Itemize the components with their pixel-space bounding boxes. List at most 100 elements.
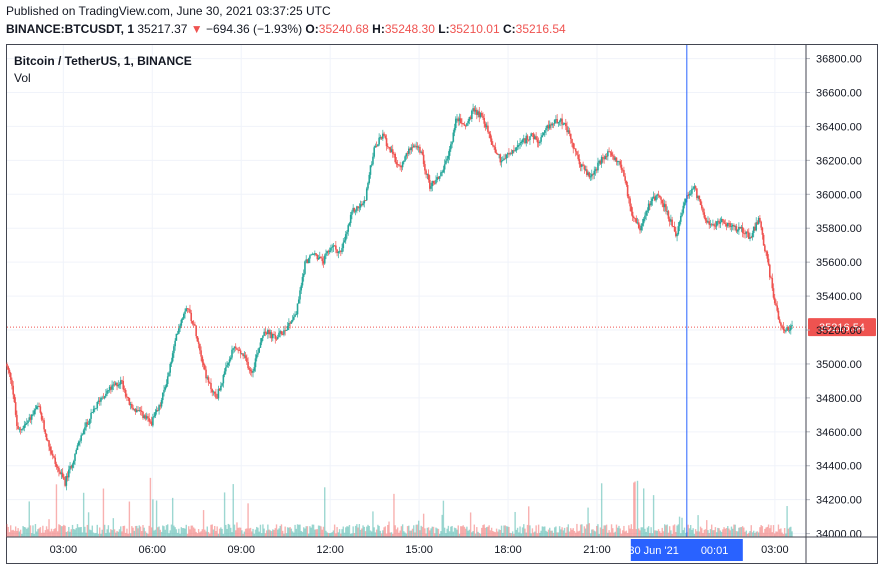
volume-bar: [440, 531, 442, 537]
volume-bar: [259, 524, 262, 537]
y-tick-label: 34400.00: [816, 461, 862, 473]
candle-body: [511, 150, 514, 154]
candle-body: [714, 225, 717, 227]
candle-body: [70, 466, 73, 468]
candle-body: [548, 124, 551, 129]
candle-body: [495, 152, 498, 154]
candle-body: [607, 151, 609, 157]
candle-body: [332, 245, 335, 247]
volume-bar: [242, 533, 244, 537]
candle-body: [200, 350, 202, 357]
candle-body: [379, 136, 382, 138]
candle-body: [508, 153, 510, 155]
candle-body: [21, 429, 23, 431]
candle-body: [749, 237, 751, 239]
volume-bar: [667, 532, 670, 537]
volume-bar: [16, 530, 18, 537]
volume-bar: [675, 531, 677, 537]
candle-body: [777, 310, 780, 320]
volume-bar: [303, 527, 305, 537]
candle-body: [80, 435, 82, 441]
candle-body: [654, 196, 656, 201]
volume-bar: [416, 524, 419, 537]
volume-bar: [137, 528, 139, 537]
volume-bar: [157, 527, 159, 537]
volume-bar: [113, 529, 116, 537]
candle-body: [416, 145, 419, 148]
candle-body: [291, 319, 294, 322]
candle-body: [353, 207, 356, 212]
candle-body: [571, 138, 573, 144]
candle-body: [137, 410, 139, 411]
candle-body: [349, 214, 352, 224]
volume-bar: [450, 526, 452, 537]
candle-body: [447, 155, 450, 159]
volume-bar: [704, 529, 707, 537]
volume-bar: [58, 524, 60, 537]
candle-body: [757, 217, 760, 224]
volume-bar: [155, 500, 158, 537]
candle-body: [187, 308, 190, 310]
candle-body: [259, 342, 262, 348]
volume-bar: [460, 526, 462, 537]
volume-bar: [503, 525, 505, 537]
volume-bar: [587, 507, 589, 537]
volume-bar: [175, 529, 178, 537]
volume-bar: [65, 531, 68, 537]
candle-body: [341, 248, 343, 253]
y-tick-label: 34800.00: [816, 393, 862, 405]
volume-bar: [788, 527, 791, 537]
candle-body: [577, 154, 579, 160]
x-tick-label: 09:00: [227, 544, 255, 556]
candle-body: [378, 137, 380, 145]
candle-body: [743, 232, 745, 234]
volume-bar: [762, 532, 765, 537]
candle-body: [610, 152, 613, 156]
volume-bar: [453, 527, 456, 537]
candle-body: [216, 397, 218, 399]
candle-body: [134, 408, 137, 413]
volume-bar: [152, 499, 154, 537]
candle-body: [340, 251, 342, 253]
volume-bar: [275, 524, 278, 537]
volume-bar: [608, 530, 610, 537]
volume-bar: [179, 533, 181, 537]
price-axis: 34000.00 34200.00 34400.00 34600.00 34800.00…: [805, 45, 862, 563]
volume-bar: [778, 529, 781, 537]
candle-body: [260, 337, 263, 343]
candle-body: [791, 325, 793, 326]
candle-body: [650, 201, 652, 206]
candle-body: [97, 400, 100, 403]
volume-bar: [101, 529, 103, 537]
candle-body: [127, 396, 129, 398]
volume-bar: [246, 528, 248, 537]
candle-body: [175, 333, 178, 341]
candle-body: [391, 149, 394, 154]
candle-body: [536, 139, 539, 143]
volume-bar: [647, 526, 650, 537]
volume-bar: [192, 527, 195, 537]
candle-body: [679, 215, 682, 222]
candle-body: [208, 382, 211, 384]
candle-body: [426, 174, 429, 175]
candle-body: [314, 253, 316, 255]
volume-bar: [618, 525, 620, 537]
volume-bar: [697, 515, 699, 537]
candle-body: [362, 203, 364, 206]
candle-body: [233, 346, 236, 349]
volume-bar: [787, 528, 790, 537]
volume-bar: [143, 527, 145, 537]
candle-body: [290, 321, 293, 324]
volume-bar: [457, 525, 459, 537]
candle-body: [293, 316, 295, 320]
volume-bar: [676, 525, 678, 537]
volume-bar: [204, 529, 206, 537]
candle-body: [672, 226, 675, 227]
volume-bar: [115, 532, 117, 537]
candle-body: [667, 211, 670, 219]
candle-body: [458, 118, 461, 122]
x-tick-label: 21:00: [583, 544, 611, 556]
volume-bar: [613, 532, 615, 537]
high-label: H:: [372, 22, 385, 36]
